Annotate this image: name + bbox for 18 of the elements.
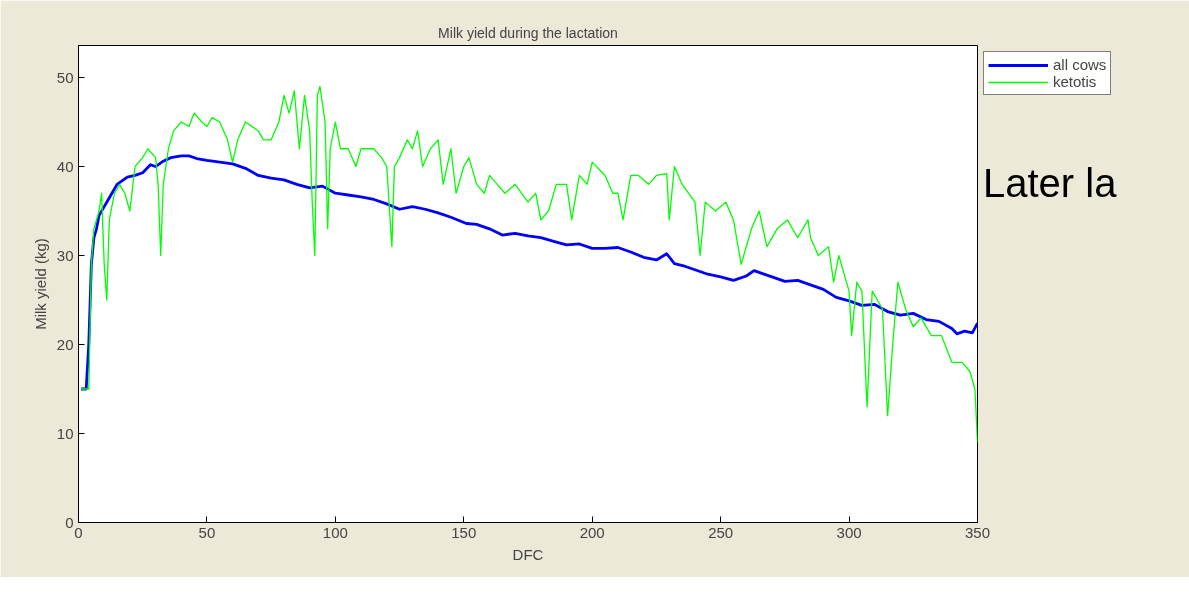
- y-tick-label: 10: [56, 424, 74, 442]
- x-tick-label: 200: [579, 523, 605, 541]
- y-axis-title: Milk yield (kg): [31, 238, 49, 330]
- text: Later la: [983, 160, 1117, 207]
- x-axis-title: DFC: [512, 545, 544, 563]
- legend-label: all cows: [1053, 56, 1107, 73]
- x-tick-label: 50: [198, 523, 216, 541]
- y-tick-label: 40: [56, 157, 74, 175]
- legend-label: ketotis: [1053, 73, 1097, 90]
- x-tick-label: 250: [708, 523, 734, 541]
- y-tick-label: 20: [56, 335, 74, 353]
- x-tick-label: 300: [836, 523, 862, 541]
- x-tick-label: 100: [322, 523, 348, 541]
- chart-title: Milk yield during the lactation: [438, 24, 618, 41]
- y-tick-label: 30: [56, 246, 74, 264]
- x-tick-label: 350: [964, 523, 991, 541]
- y-tick-label: 50: [56, 68, 74, 86]
- x-tick-label: 150: [451, 523, 477, 541]
